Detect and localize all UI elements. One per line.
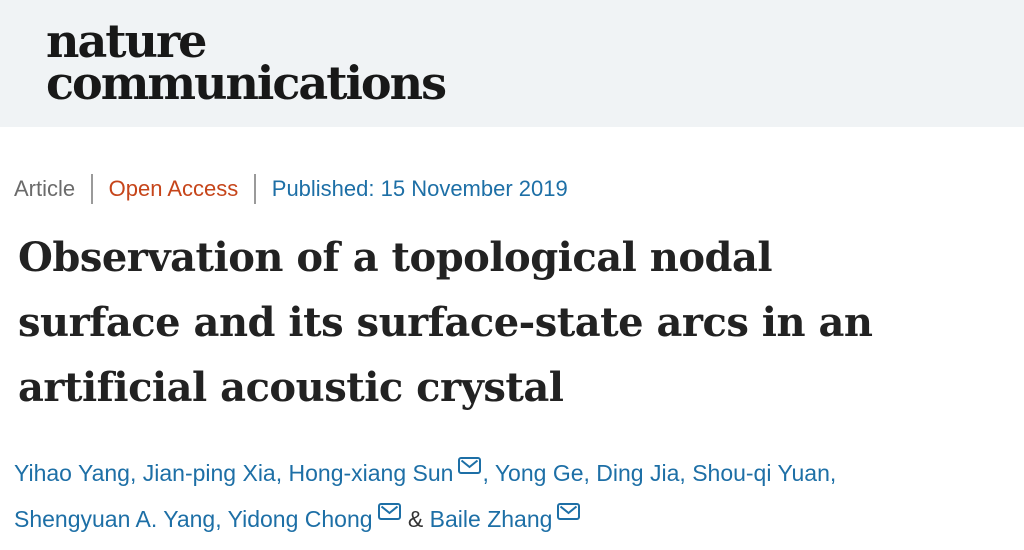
journal-masthead: nature communications [0, 0, 1024, 127]
author-link[interactable]: Yihao Yang [14, 460, 130, 486]
open-access-label: Open Access [108, 176, 239, 201]
meta-divider [254, 174, 256, 204]
author-link[interactable]: Jian-ping Xia [142, 460, 276, 486]
author-separator: , [215, 506, 228, 532]
author-link[interactable]: Shengyuan A. Yang [14, 506, 216, 532]
author-separator: & [401, 506, 430, 532]
author-link[interactable]: Shou-qi Yuan [692, 460, 830, 486]
author-separator: , [679, 460, 693, 486]
author-separator: , [275, 460, 289, 486]
author-link[interactable]: Hong-xiang Sun [288, 460, 454, 486]
meta-divider [91, 174, 93, 204]
author-link[interactable]: Yong Ge [494, 460, 584, 486]
author-separator: , [129, 460, 143, 486]
article-meta-row: Article Open Access Published: 15 Novemb… [14, 173, 1004, 205]
author-link[interactable]: Ding Jia [596, 460, 680, 486]
envelope-icon[interactable] [377, 503, 401, 520]
author-separator: , [829, 460, 837, 486]
article-type-label: Article [14, 176, 76, 201]
author-link[interactable]: Yidong Chong [227, 506, 373, 532]
author-link[interactable]: Baile Zhang [429, 506, 553, 532]
author-separator: , [583, 460, 597, 486]
journal-logo-line1: nature [46, 14, 207, 68]
article-title: Observation of a topological nodal surfa… [18, 234, 873, 411]
journal-logo-line2: communications [46, 56, 447, 110]
published-date: Published: 15 November 2019 [271, 176, 568, 201]
author-separator: , [482, 460, 495, 486]
journal-logo[interactable]: nature communications [46, 14, 447, 110]
envelope-icon[interactable] [458, 457, 482, 474]
article-header: Article Open Access Published: 15 Novemb… [0, 173, 1024, 542]
author-list: Yihao Yang, Jian-ping Xia, Hong-xiang Su… [14, 450, 1004, 542]
envelope-icon[interactable] [557, 503, 581, 520]
